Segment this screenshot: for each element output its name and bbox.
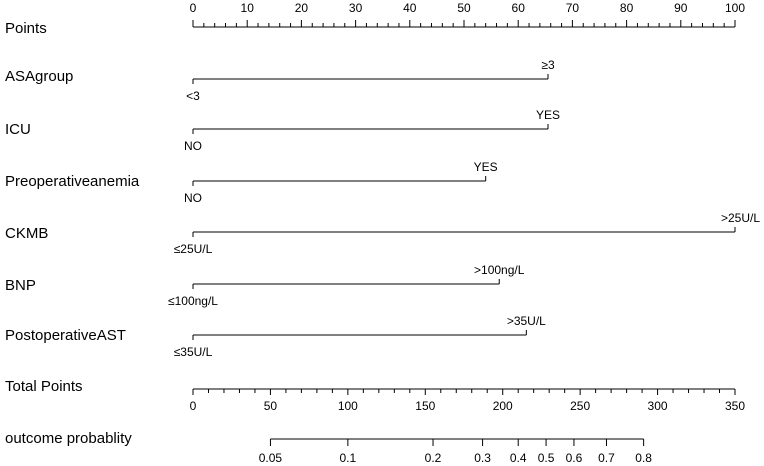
probability-tick-label: 0.05 bbox=[259, 451, 283, 465]
probability-tick-label: 0.6 bbox=[566, 451, 583, 465]
points-axis-label: Points bbox=[5, 20, 47, 37]
points-tick-label: 90 bbox=[674, 1, 688, 15]
probability-tick-label: 0.5 bbox=[538, 451, 555, 465]
total-tick-label: 350 bbox=[725, 399, 745, 413]
points-tick-label: 30 bbox=[349, 1, 363, 15]
total-tick-label: 250 bbox=[570, 399, 590, 413]
probability-tick-label: 0.1 bbox=[340, 451, 357, 465]
probability-tick-label: 0.3 bbox=[474, 451, 491, 465]
points-tick-label: 40 bbox=[403, 1, 417, 15]
probability-tick-label: 0.7 bbox=[598, 451, 615, 465]
points-tick-label: 20 bbox=[295, 1, 309, 15]
level-label-bnp: ≤100ng/L bbox=[168, 294, 218, 308]
level-label-postoperativeast: ≤35U/L bbox=[174, 345, 213, 359]
level-label-preoperativeanemia: YES bbox=[474, 160, 498, 174]
probability-tick-label: 0.4 bbox=[510, 451, 527, 465]
points-tick-label: 50 bbox=[457, 1, 471, 15]
probability-axis-label: outcome probablity bbox=[5, 430, 132, 447]
level-label-icu: YES bbox=[536, 108, 560, 122]
probability-tick-label: 0.2 bbox=[425, 451, 442, 465]
level-label-preoperativeanemia: NO bbox=[184, 191, 202, 205]
level-label-icu: NO bbox=[184, 139, 202, 153]
variable-label-preoperativeanemia: Preoperativeanemia bbox=[5, 173, 140, 190]
total-tick-label: 150 bbox=[415, 399, 435, 413]
variable-label-icu: ICU bbox=[5, 121, 31, 138]
variable-label-ckmb: CKMB bbox=[5, 225, 48, 242]
points-tick-label: 0 bbox=[190, 1, 197, 15]
total-points-axis-label: Total Points bbox=[5, 378, 83, 395]
points-tick-label: 100 bbox=[725, 1, 745, 15]
total-tick-label: 50 bbox=[264, 399, 278, 413]
variable-label-postoperativeast: PostoperativeAST bbox=[5, 327, 126, 344]
total-tick-label: 300 bbox=[648, 399, 668, 413]
points-tick-label: 80 bbox=[620, 1, 634, 15]
points-tick-label: 70 bbox=[566, 1, 580, 15]
level-label-asagroup: ≥3 bbox=[541, 58, 555, 72]
total-tick-label: 200 bbox=[493, 399, 513, 413]
variable-label-asagroup: ASAgroup bbox=[5, 68, 73, 85]
level-label-ckmb: ≤25U/L bbox=[174, 242, 213, 256]
level-label-bnp: >100ng/L bbox=[474, 263, 525, 277]
variable-label-bnp: BNP bbox=[5, 277, 36, 294]
level-label-postoperativeast: >35U/L bbox=[507, 314, 546, 328]
total-tick-label: 0 bbox=[190, 399, 197, 413]
level-label-asagroup: <3 bbox=[186, 89, 200, 103]
points-tick-label: 60 bbox=[512, 1, 526, 15]
points-tick-label: 10 bbox=[241, 1, 255, 15]
total-tick-label: 100 bbox=[338, 399, 358, 413]
probability-tick-label: 0.8 bbox=[635, 451, 652, 465]
level-label-ckmb: >25U/L bbox=[721, 211, 760, 225]
